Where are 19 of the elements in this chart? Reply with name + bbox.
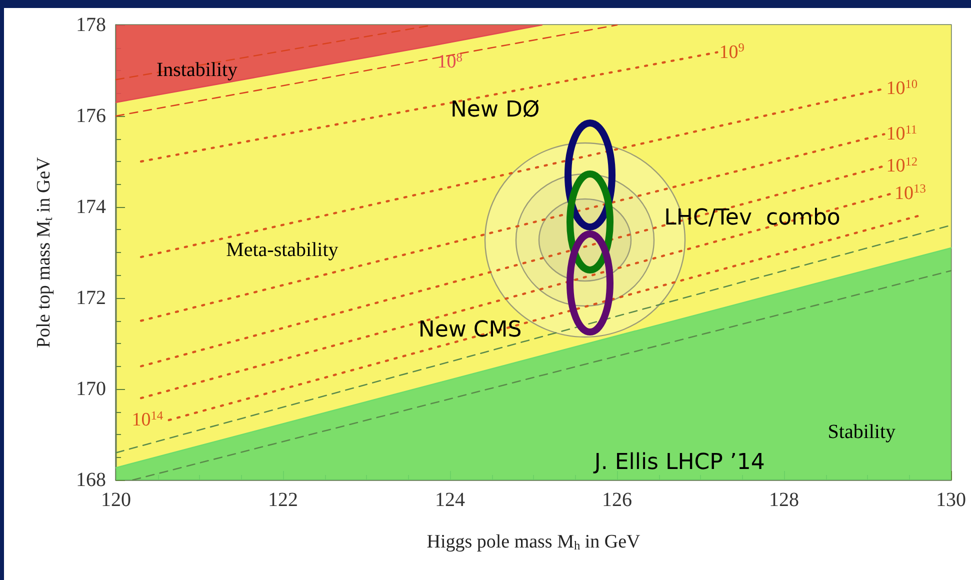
annotation: New DØ (450, 98, 540, 123)
y-axis-title: Pole top mass Mt in GeV (34, 156, 55, 348)
x-tick-label: 128 (769, 489, 799, 511)
x-tick-label: 124 (435, 489, 465, 511)
x-tick-label: 126 (602, 489, 632, 511)
annotation: Meta-stability (226, 239, 338, 262)
annotation: Instability (156, 59, 238, 82)
x-tick-label: 130 (936, 489, 966, 511)
y-tick-label: 172 (76, 287, 106, 309)
x-axis-title: Higgs pole mass Mh in GeV (426, 531, 641, 553)
y-tick-label: 168 (76, 469, 106, 491)
annotation: Stability (828, 421, 896, 444)
y-tick-label: 178 (76, 14, 106, 36)
y-tick-label: 170 (76, 378, 106, 400)
x-tick-label: 120 (101, 489, 131, 511)
y-tick-label: 176 (76, 105, 106, 127)
annotation: J. Ellis LHCP ’14 (592, 450, 765, 476)
y-tick-label: 174 (76, 196, 106, 218)
x-tick-label: 122 (268, 489, 298, 511)
